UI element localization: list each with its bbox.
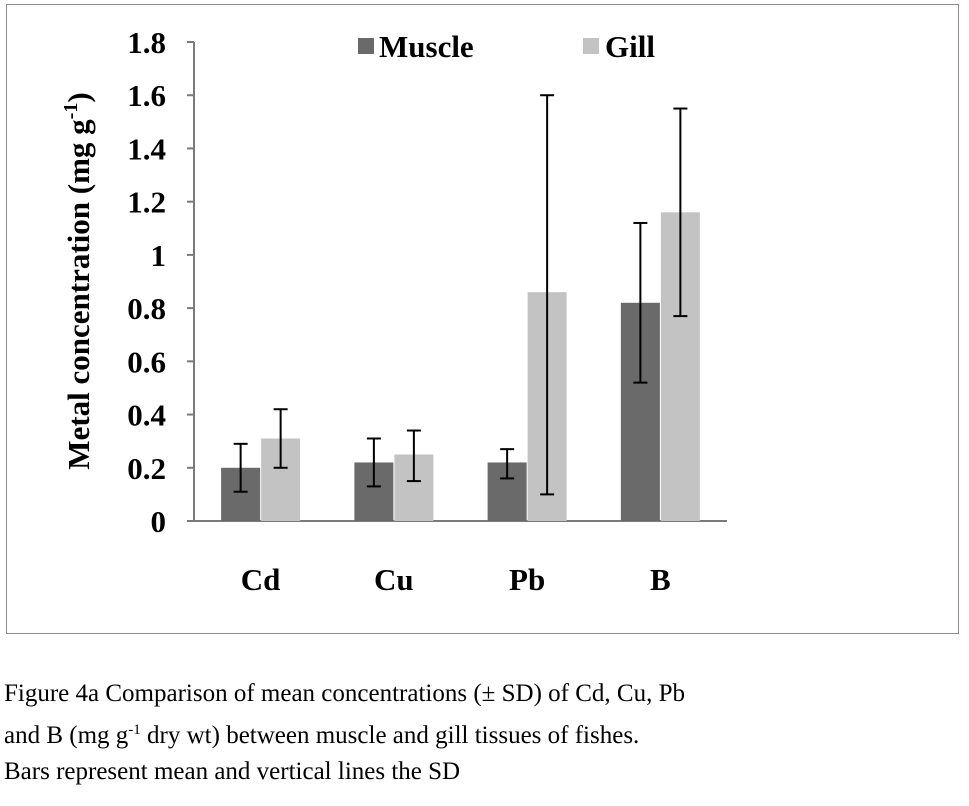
legend-swatch-muscle — [358, 38, 374, 54]
bars — [221, 212, 700, 522]
caption-line-2-start: and B (mg g — [4, 722, 129, 749]
legend-label-muscle: Muscle — [379, 29, 474, 64]
bar-chart: 0 0.2 0.4 0.6 0.8 1 1.2 1.4 1.6 1.8 Cd Cu Pb B Muscl… — [60, 25, 727, 597]
caption-line-3: Bars represent mean and vertical lines t… — [4, 758, 461, 785]
legend: Muscle Gill — [358, 29, 655, 64]
y-tick-label: 1.8 — [127, 25, 166, 60]
legend-label-gill: Gill — [605, 29, 655, 64]
caption-line-2-end: dry wt) between muscle and gill tissues … — [140, 722, 640, 749]
error-bars — [233, 94, 688, 496]
category-label-cu: Cu — [374, 562, 414, 597]
category-label-cd: Cd — [241, 562, 281, 597]
caption-line-2: and B (mg g-1 dry wt) between muscle and… — [4, 712, 959, 754]
y-tick-label: 0.8 — [127, 291, 166, 326]
y-tick-label: 1.2 — [127, 185, 166, 220]
category-label-pb: Pb — [509, 562, 545, 597]
chart-frame — [6, 4, 959, 634]
category-label-b: B — [650, 562, 671, 597]
y-tick-label: 1.4 — [127, 131, 166, 166]
y-tick-label: 0.4 — [127, 398, 166, 433]
caption-superscript: -1 — [128, 722, 141, 738]
legend-swatch-gill — [583, 38, 599, 54]
y-ticks: 0 0.2 0.4 0.6 0.8 1 1.2 1.4 1.6 1.8 — [127, 25, 194, 539]
y-tick-label: 0 — [151, 504, 167, 539]
y-tick-label: 0.2 — [127, 451, 166, 486]
y-tick-label: 1.6 — [127, 78, 166, 113]
figure-caption: Figure 4a Comparison of mean concentrati… — [4, 676, 959, 790]
y-axis-label: Metal concentration (mg g-1) — [60, 92, 96, 469]
y-tick-label: 0.6 — [127, 344, 166, 379]
category-labels: Cd Cu Pb B — [241, 562, 671, 597]
y-tick-label: 1 — [151, 238, 167, 273]
caption-line-1: Figure 4a Comparison of mean concentrati… — [4, 680, 685, 707]
